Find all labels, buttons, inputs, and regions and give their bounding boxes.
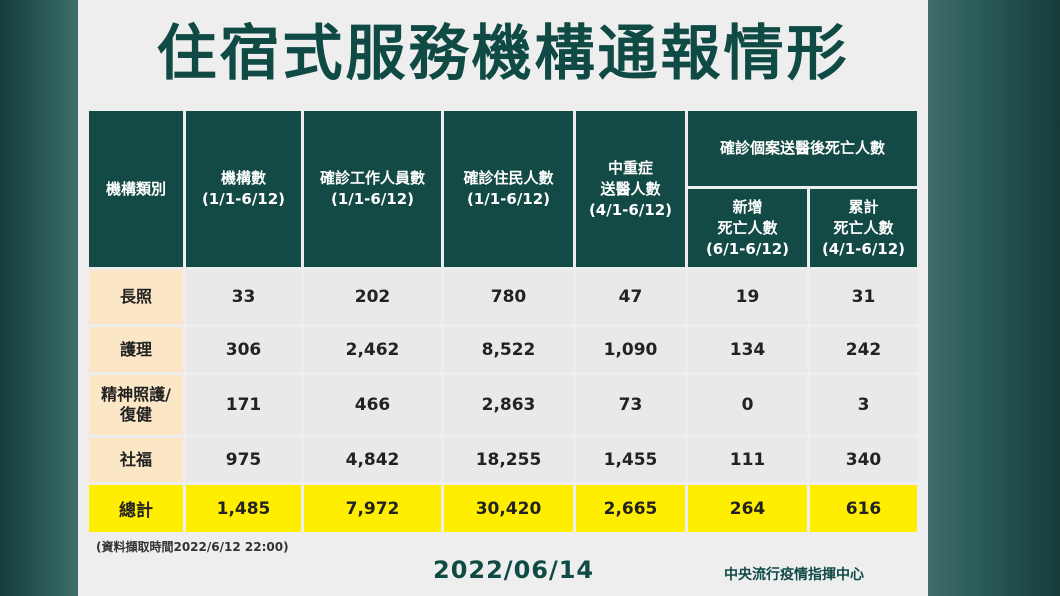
data-table: 機構類別 機構數 (1/1-6/12) 確診工作人員數 (1/1-6/12) 確… xyxy=(86,108,920,535)
cell-value: 30,420 xyxy=(444,485,573,532)
header-deaths-group: 確診個案送醫後死亡人數 xyxy=(688,111,917,186)
cell-value: 780 xyxy=(444,270,573,324)
right-background-panel xyxy=(928,0,1060,596)
header-deaths-new-label-2: 死亡人數 xyxy=(717,218,778,237)
header-staff-cases-period: (1/1-6/12) xyxy=(330,190,415,208)
cell-value: 0 xyxy=(688,375,807,435)
table-row-nursing: 護理 306 2,462 8,522 1,090 134 242 xyxy=(89,327,917,372)
row-category-cell: 長照 xyxy=(89,270,183,324)
cell-value: 4,842 xyxy=(304,438,441,482)
header-resident-cases-period: (1/1-6/12) xyxy=(466,190,551,208)
header-deaths-cumulative-period: (4/1-6/12) xyxy=(821,239,906,258)
header-severe-label: 中重症 xyxy=(607,158,653,177)
header-category: 機構類別 xyxy=(89,111,183,267)
table-row-ltc: 長照 33 202 780 47 19 31 xyxy=(89,270,917,324)
header-resident-cases: 確診住民人數 (1/1-6/12) xyxy=(444,111,573,267)
cell-value: 2,665 xyxy=(576,485,685,532)
header-deaths-new-period: (6/1-6/12) xyxy=(705,239,790,258)
header-category-label: 機構類別 xyxy=(105,179,166,198)
cell-value: 466 xyxy=(304,375,441,435)
header-staff-cases: 確診工作人員數 (1/1-6/12) xyxy=(304,111,441,267)
cell-value: 8,522 xyxy=(444,327,573,372)
cell-value: 2,863 xyxy=(444,375,573,435)
header-deaths-group-label: 確診個案送醫後死亡人數 xyxy=(719,139,885,157)
page-title: 住宿式服務機構通報情形 xyxy=(156,19,850,89)
table-row-psychiatric: 精神照護/ 復健 171 466 2,863 73 0 3 xyxy=(89,375,917,435)
left-background-panel xyxy=(0,0,78,596)
cell-value: 264 xyxy=(688,485,807,532)
slide: 住宿式服務機構通報情形 機構類別 機構數 (1/1-6/12) 確診工作人員數 xyxy=(78,0,928,596)
cell-value: 1,455 xyxy=(576,438,685,482)
header-deaths-new-label: 新增 xyxy=(732,197,763,216)
cell-value: 171 xyxy=(186,375,301,435)
header-severe-period: (4/1-6/12) xyxy=(588,200,673,219)
cell-value: 616 xyxy=(810,485,917,532)
row-category-cell: 精神照護/ 復健 xyxy=(89,375,183,435)
header-severe: 中重症 送醫人數 (4/1-6/12) xyxy=(576,111,685,267)
publish-date: 2022/06/14 xyxy=(433,556,595,584)
cell-value: 975 xyxy=(186,438,301,482)
row-category-label: 長照 xyxy=(119,287,152,306)
header-deaths-cumulative: 累計 死亡人數 (4/1-6/12) xyxy=(810,189,917,267)
row-category-label: 護理 xyxy=(119,339,152,359)
row-category-label: 總計 xyxy=(119,501,153,521)
cell-value: 306 xyxy=(186,327,301,372)
cell-value: 340 xyxy=(810,438,917,482)
cell-value: 3 xyxy=(810,375,917,435)
header-institutions-period: (1/1-6/12) xyxy=(201,190,286,208)
cell-value: 1,090 xyxy=(576,327,685,372)
header-institutions-label: 機構數 xyxy=(220,169,266,187)
header-deaths-new: 新增 死亡人數 (6/1-6/12) xyxy=(688,189,807,267)
cell-value: 1,485 xyxy=(186,485,301,532)
table-row-welfare: 社福 975 4,842 18,255 1,455 111 340 xyxy=(89,438,917,482)
cell-value: 73 xyxy=(576,375,685,435)
organization-name: 中央流行疫情指揮中心 xyxy=(724,567,864,583)
header-severe-label-2: 送醫人數 xyxy=(600,179,661,198)
row-category-label: 社福 xyxy=(119,450,152,469)
cell-value: 2,462 xyxy=(304,327,441,372)
header-resident-cases-label: 確診住民人數 xyxy=(463,169,554,187)
header-deaths-cumulative-label: 累計 xyxy=(848,197,879,216)
row-category-cell: 護理 xyxy=(89,327,183,372)
header-deaths-cumulative-label-2: 死亡人數 xyxy=(833,218,894,237)
header-institutions: 機構數 (1/1-6/12) xyxy=(186,111,301,267)
cell-value: 202 xyxy=(304,270,441,324)
table-row-total: 總計 1,485 7,972 30,420 2,665 264 616 xyxy=(89,485,917,532)
data-timestamp-note: (資料擷取時間2022/6/12 22:00) xyxy=(96,540,289,554)
cell-value: 19 xyxy=(688,270,807,324)
row-category-label-2: 復健 xyxy=(119,405,152,424)
cell-value: 33 xyxy=(186,270,301,324)
cell-value: 31 xyxy=(810,270,917,324)
cell-value: 7,972 xyxy=(304,485,441,532)
header-staff-cases-label: 確診工作人員數 xyxy=(319,169,425,187)
row-category-cell: 總計 xyxy=(89,485,183,532)
cell-value: 242 xyxy=(810,327,917,372)
row-category-label: 精神照護/ xyxy=(101,385,171,404)
cell-value: 111 xyxy=(688,438,807,482)
cell-value: 47 xyxy=(576,270,685,324)
cell-value: 18,255 xyxy=(444,438,573,482)
row-category-cell: 社福 xyxy=(89,438,183,482)
cell-value: 134 xyxy=(688,327,807,372)
